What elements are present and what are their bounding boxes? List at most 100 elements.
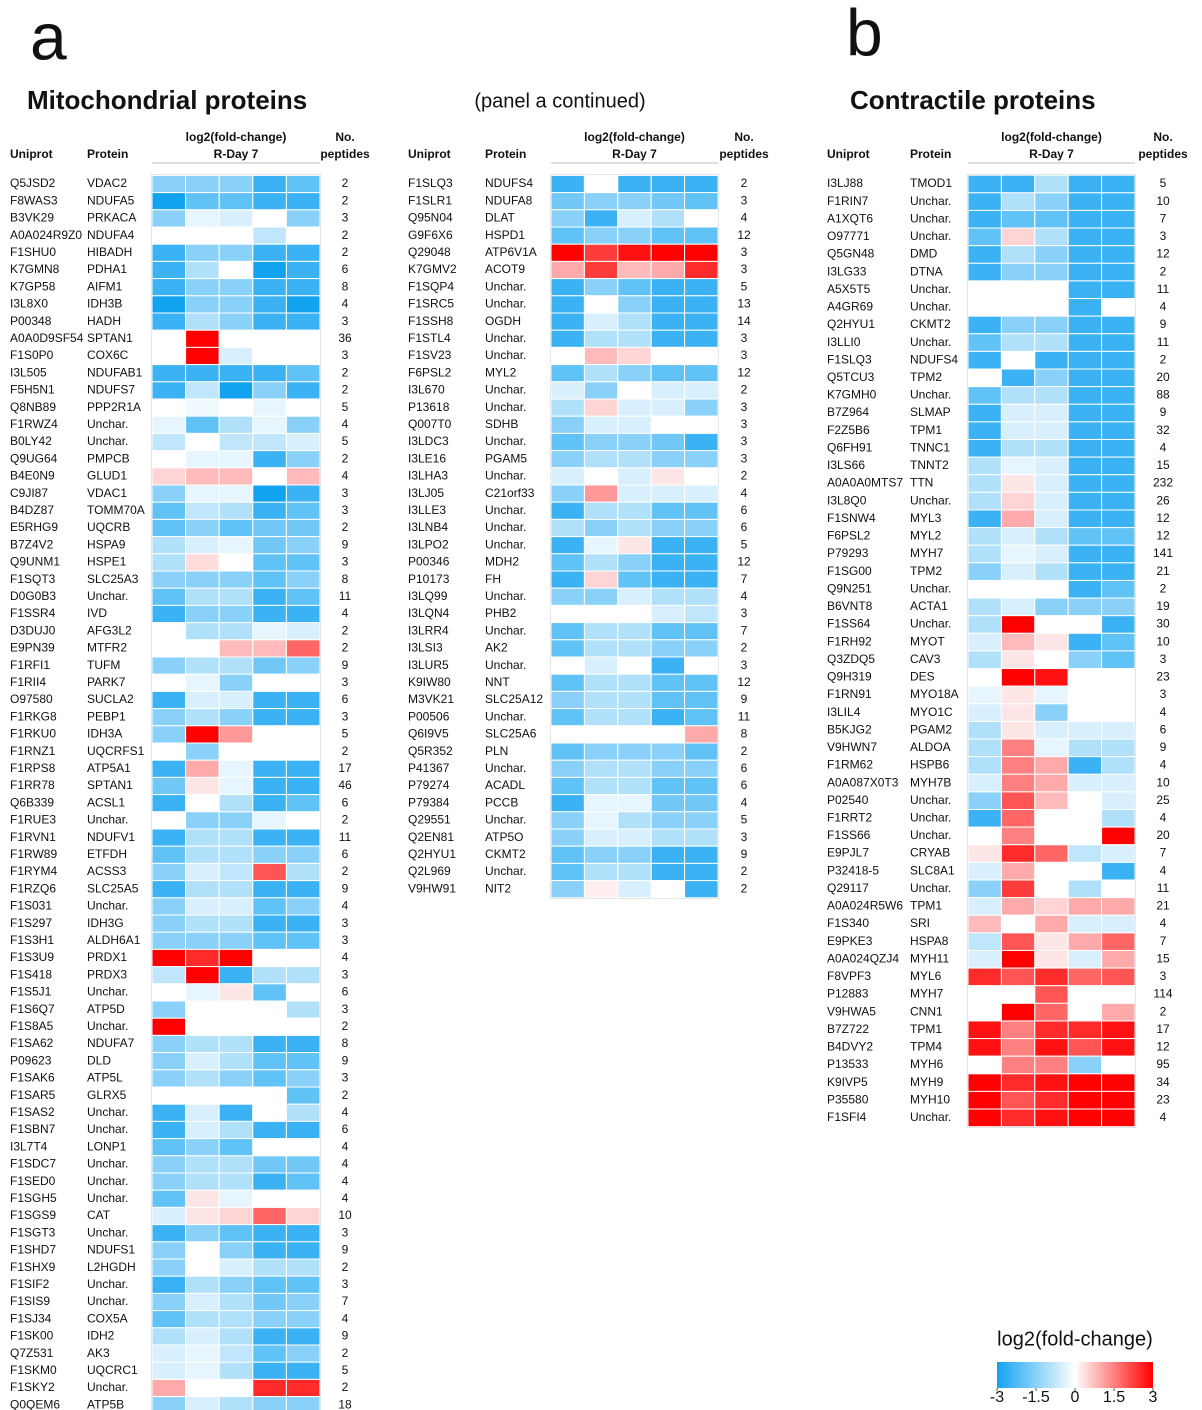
protein-name: SDHB	[485, 417, 518, 431]
protein-name: HSPA8	[910, 934, 949, 948]
protein-name: Unchar.	[485, 658, 526, 672]
heat-cell	[218, 1241, 254, 1260]
heat-cell	[1034, 1002, 1069, 1022]
heat-cell	[1067, 1108, 1103, 1128]
peptide-count: 3	[342, 1225, 349, 1239]
uniprot-id: F1SGH5	[10, 1191, 57, 1205]
heat-cell	[650, 329, 686, 348]
heat-cell	[218, 1034, 254, 1054]
heat-cell	[1067, 298, 1103, 317]
uniprot-id: A0A0D9SF54	[10, 331, 84, 345]
uniprot-id: E9PKE3	[827, 934, 873, 948]
heat-cell	[967, 298, 1002, 317]
heat-cell	[650, 484, 686, 503]
heat-cell	[185, 1344, 220, 1363]
heat-cell	[185, 759, 220, 778]
uniprot-id: P00346	[408, 555, 450, 569]
heat-cell	[151, 1103, 187, 1122]
heat-cell	[218, 432, 254, 452]
protein-name: UQCRFS1	[87, 744, 145, 758]
heat-cell	[218, 1396, 254, 1410]
heat-cell	[967, 192, 1002, 211]
heat-cell	[185, 1378, 220, 1398]
heat-cell	[684, 708, 719, 727]
colorbar-tick-label: -3	[990, 1389, 1004, 1406]
uniprot-id: D3DUJ0	[10, 623, 56, 637]
heat-cell	[684, 243, 719, 262]
protein-name: AK2	[485, 641, 508, 655]
heat-cell	[252, 1292, 287, 1312]
heat-cell	[967, 1055, 1002, 1075]
heat-cell	[617, 432, 652, 452]
heat-cell	[650, 776, 686, 796]
uniprot-id: P79384	[408, 795, 450, 809]
column-header: Uniprot	[408, 147, 451, 161]
protein-name: TPM1	[910, 899, 942, 913]
heat-cell	[1101, 632, 1136, 652]
heat-cell	[285, 553, 321, 572]
heat-cell	[252, 484, 287, 503]
heat-cell	[650, 880, 686, 899]
peptide-count: 8	[342, 1036, 349, 1050]
uniprot-id: B0LY42	[10, 434, 52, 448]
heat-cell	[967, 967, 1002, 987]
heat-cell	[1067, 773, 1103, 793]
heat-cell	[617, 587, 652, 606]
heat-cell	[583, 312, 619, 331]
heat-cell	[252, 174, 287, 194]
protein-name: ACTA1	[910, 599, 948, 613]
heat-cell	[650, 518, 686, 538]
uniprot-id: Q5JSD2	[10, 176, 56, 190]
uniprot-id: F1SGT3	[10, 1225, 56, 1239]
heat-cell	[684, 381, 719, 400]
heat-cell	[650, 260, 686, 280]
heat-cell	[1000, 879, 1036, 899]
heat-cell	[967, 879, 1002, 899]
peptide-count: 3	[1160, 687, 1167, 701]
heat-cell	[1101, 1038, 1136, 1057]
heat-cell	[185, 536, 220, 555]
protein-name: Unchar.	[87, 434, 128, 448]
heat-cell	[185, 1224, 220, 1243]
protein-name: NDUFS4	[910, 352, 958, 366]
heat-cell	[218, 776, 254, 796]
peptide-count: 3	[741, 606, 748, 620]
peptide-count: 3	[741, 262, 748, 276]
heat-cell	[650, 570, 686, 589]
heat-cell	[1067, 756, 1103, 775]
panel-subtitle: (panel a continued)	[474, 90, 645, 112]
heat-cell	[285, 708, 321, 727]
uniprot-id: B7Z964	[827, 405, 869, 419]
heat-cell	[617, 708, 652, 727]
peptide-count: 3	[741, 417, 748, 431]
heat-cell	[1034, 1055, 1069, 1075]
peptide-count: 2	[1160, 352, 1167, 366]
peptide-count: 7	[342, 1294, 349, 1308]
heat-cell	[285, 1361, 321, 1380]
peptide-count: 23	[1156, 1092, 1170, 1106]
heat-cell	[252, 725, 287, 744]
uniprot-id: F1SAS2	[10, 1105, 55, 1119]
protein-name: HIBADH	[87, 245, 132, 259]
heat-cell	[218, 278, 254, 297]
heat-cell	[185, 845, 220, 864]
peptide-count: 4	[342, 1191, 349, 1205]
heat-cell	[617, 295, 652, 314]
peptide-count: 2	[741, 881, 748, 895]
heat-cell	[285, 415, 321, 434]
uniprot-id: F1SRC5	[408, 297, 454, 311]
heat-cell	[967, 932, 1002, 951]
panel-label: b	[846, 0, 883, 69]
protein-name: MYH9	[910, 1075, 944, 1089]
heat-cell	[185, 1120, 220, 1140]
uniprot-id: F1RW89	[10, 847, 57, 861]
heat-cell	[285, 828, 321, 847]
heat-cell	[684, 278, 719, 297]
heat-cell	[684, 364, 719, 383]
uniprot-id: M3VK21	[408, 692, 454, 706]
peptide-count: 11	[1157, 282, 1170, 296]
heat-cell	[650, 398, 686, 417]
heat-cell	[1034, 544, 1069, 564]
heat-cell	[218, 398, 254, 417]
protein-name: SLC8A1	[910, 863, 955, 877]
